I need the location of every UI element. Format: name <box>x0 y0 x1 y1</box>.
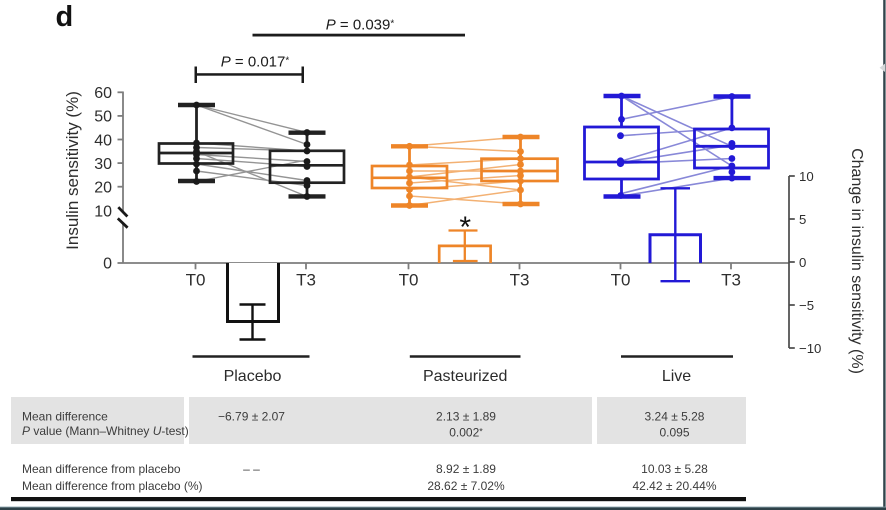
svg-text:0.095: 0.095 <box>659 426 689 440</box>
svg-text:Change in insulin sensitivity: Change in insulin sensitivity (%) <box>848 148 865 374</box>
svg-text:T0: T0 <box>399 270 419 289</box>
svg-text:d: d <box>56 1 74 33</box>
svg-text:50: 50 <box>94 109 112 126</box>
svg-text:0.002*: 0.002* <box>449 426 483 440</box>
svg-text:– –: – – <box>243 462 260 476</box>
svg-text:8.92 ± 1.89: 8.92 ± 1.89 <box>436 462 496 476</box>
svg-text:Insulin sensitivity (%): Insulin sensitivity (%) <box>63 91 82 250</box>
svg-text:10.03 ± 5.28: 10.03 ± 5.28 <box>641 462 708 476</box>
svg-text:P = 0.039*: P = 0.039* <box>326 17 395 34</box>
svg-text:0: 0 <box>103 256 112 273</box>
svg-text:Mean difference: Mean difference <box>22 409 108 423</box>
svg-text:T0: T0 <box>611 270 631 289</box>
svg-text:T3: T3 <box>296 270 316 289</box>
svg-text:T0: T0 <box>186 270 206 289</box>
svg-text:20: 20 <box>94 180 112 197</box>
svg-text:T3: T3 <box>721 270 741 289</box>
svg-text:40: 40 <box>94 132 112 149</box>
svg-text:10: 10 <box>799 169 814 184</box>
svg-text:P value (Mann–Whitney U-test): P value (Mann–Whitney U-test) <box>22 424 189 438</box>
svg-text:Live: Live <box>662 368 691 385</box>
svg-text:Mean difference from placebo: Mean difference from placebo <box>22 462 181 476</box>
svg-text:Placebo: Placebo <box>224 368 282 385</box>
svg-text:*: * <box>459 211 471 244</box>
svg-text:2.13 ± 1.89: 2.13 ± 1.89 <box>436 409 496 423</box>
svg-text:P = 0.017*: P = 0.017* <box>221 54 290 71</box>
svg-text:5: 5 <box>799 212 806 227</box>
svg-text:28.62 ± 7.02%: 28.62 ± 7.02% <box>427 479 505 493</box>
svg-text:−6.79 ± 2.07: −6.79 ± 2.07 <box>218 409 285 423</box>
svg-text:0: 0 <box>799 255 806 270</box>
svg-text:−5: −5 <box>799 298 814 313</box>
svg-text:60: 60 <box>94 85 112 102</box>
svg-text:3.24 ± 5.28: 3.24 ± 5.28 <box>645 409 705 423</box>
svg-text:Mean difference from placebo (: Mean difference from placebo (%) <box>22 479 203 493</box>
svg-text:T3: T3 <box>510 270 530 289</box>
svg-text:42.42 ± 20.44%: 42.42 ± 20.44% <box>633 479 717 493</box>
svg-text:10: 10 <box>94 203 112 220</box>
svg-text:−10: −10 <box>799 341 821 356</box>
svg-text:30: 30 <box>94 156 112 173</box>
svg-text:Pasteurized: Pasteurized <box>423 368 508 385</box>
